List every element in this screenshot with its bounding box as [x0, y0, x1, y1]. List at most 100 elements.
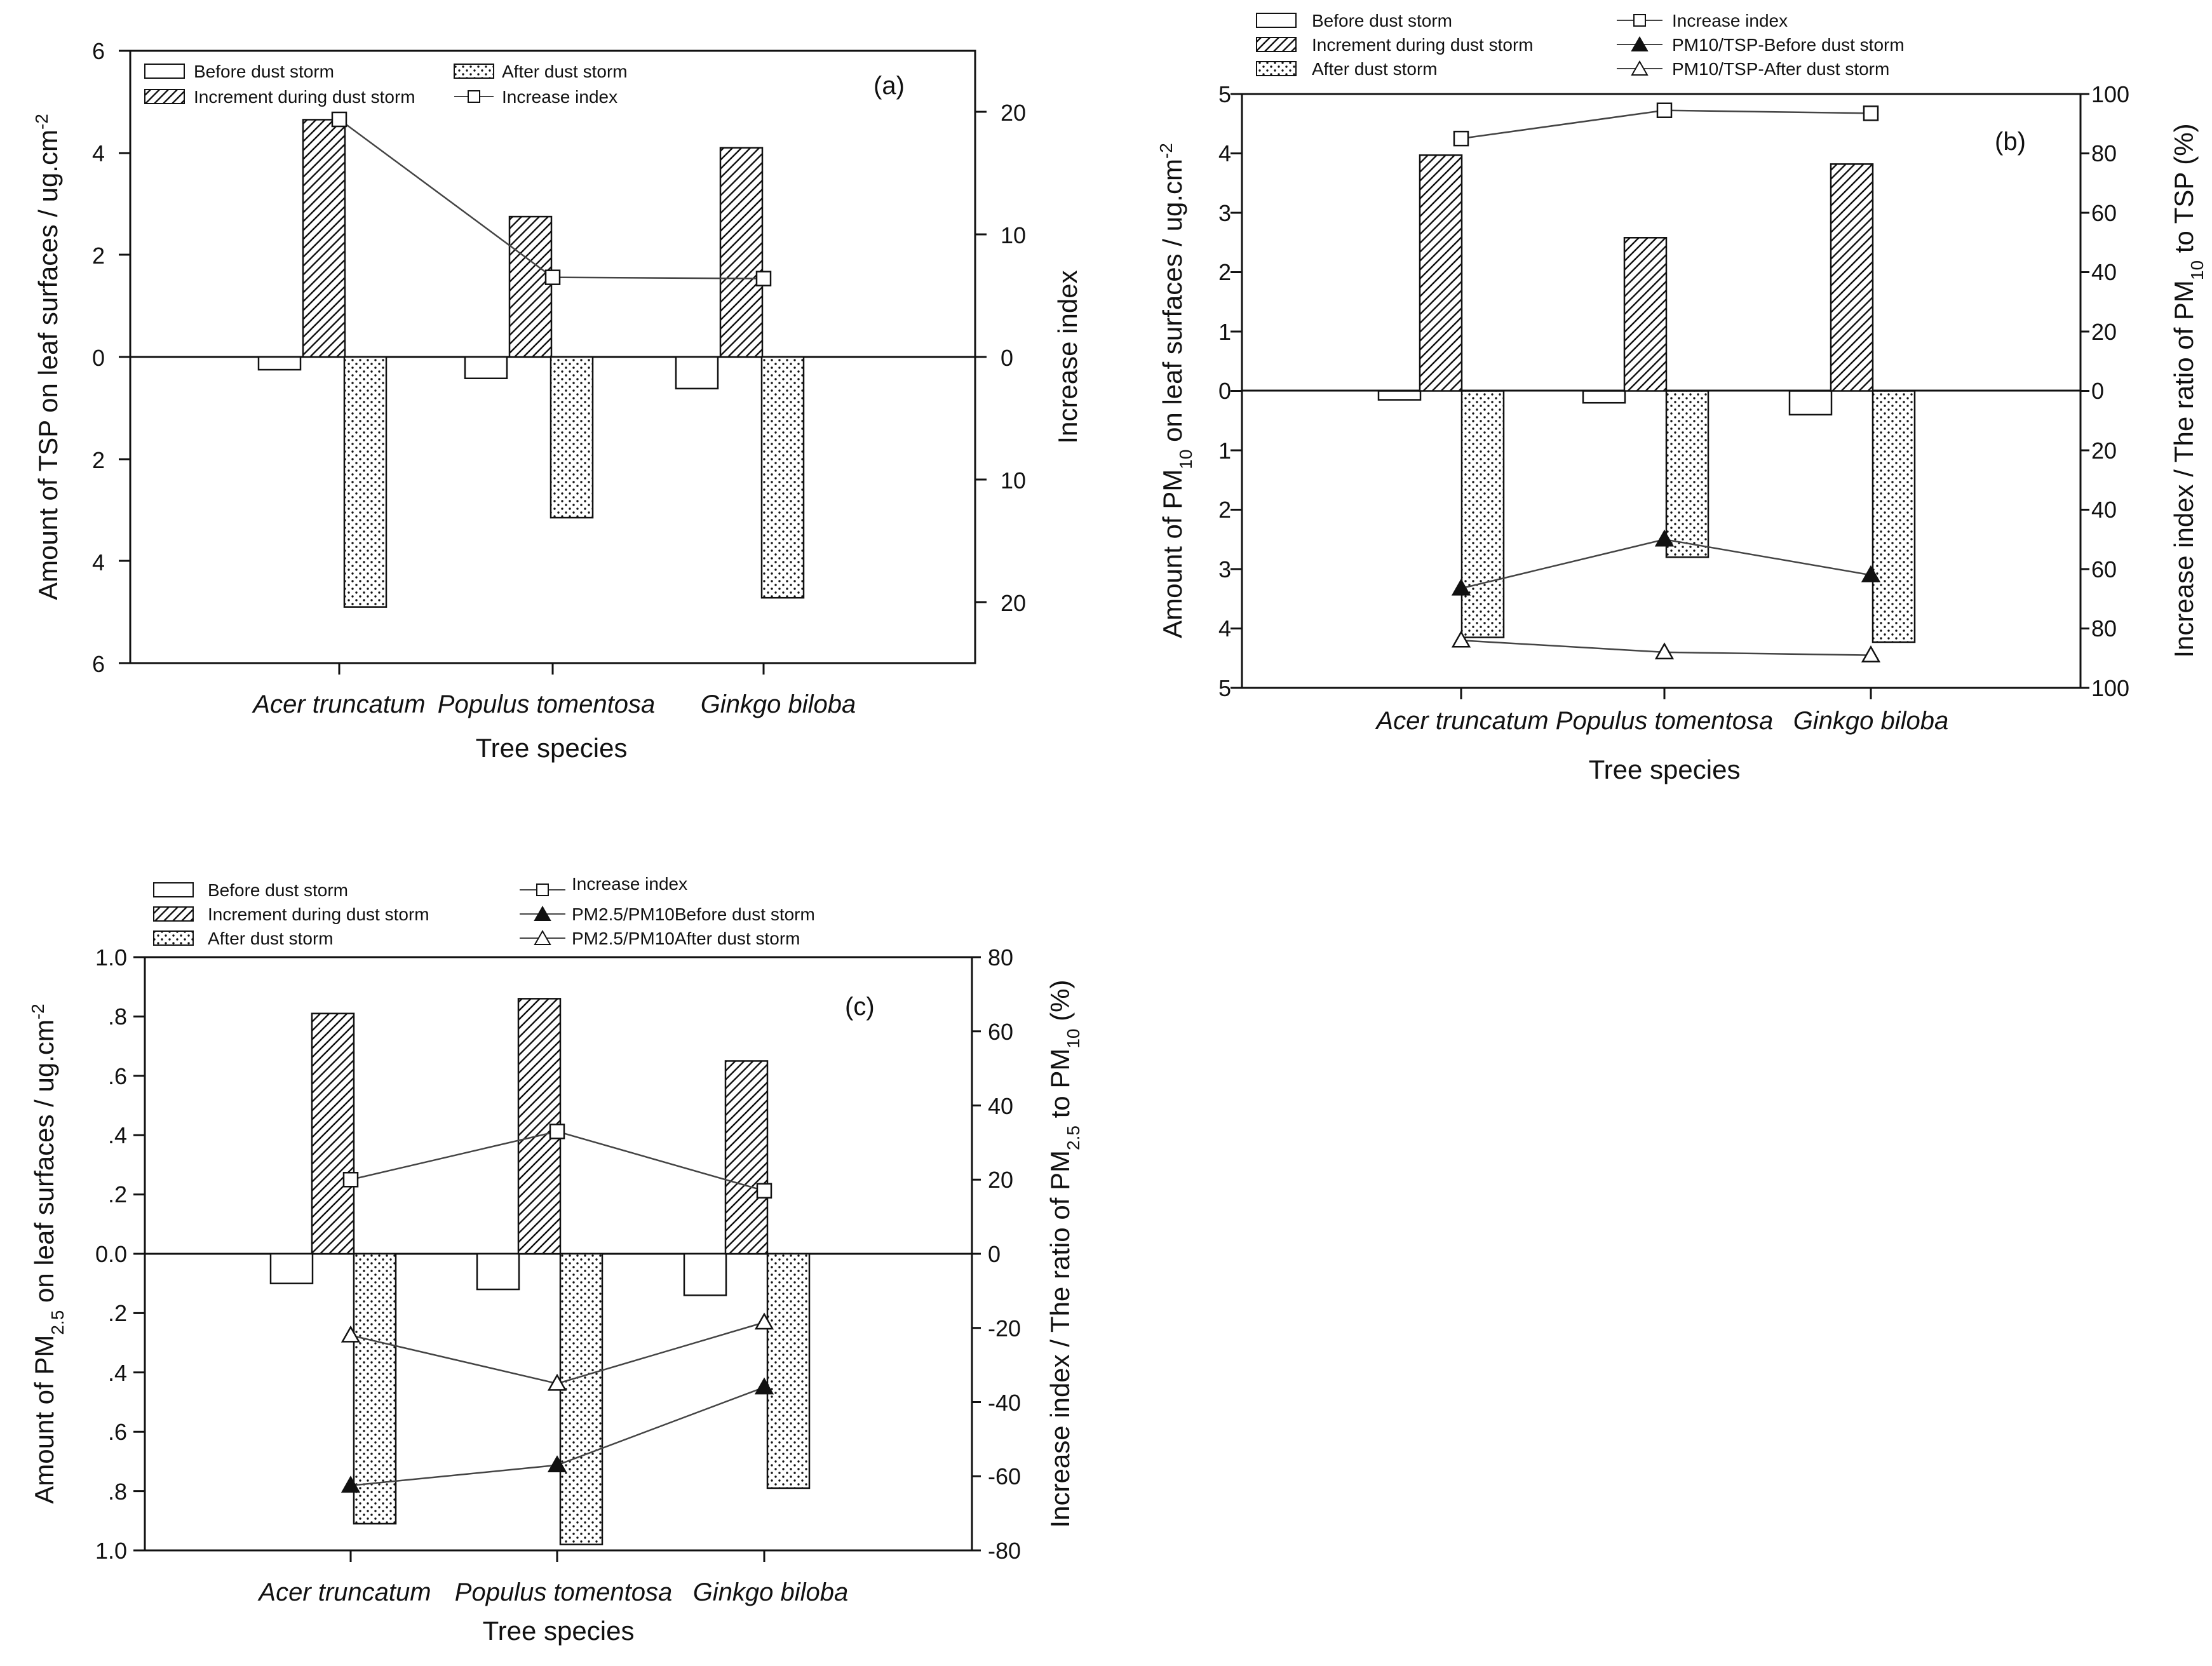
chart-c-y-title-part: Amount of PM: [29, 1335, 59, 1504]
chart-c-y2tick: 20: [988, 1167, 1013, 1193]
chart-c-y2-title-part: to PM: [1045, 1049, 1075, 1125]
chart-b-category-label: Populus tomentosa: [1556, 707, 1773, 735]
chart-c-y2-title: Increase index / The ratio of PM2.5 to P…: [1045, 980, 1083, 1528]
chart-c-y-title: Amount of PM2.5 on leaf surfaces / ug.cm…: [28, 1004, 67, 1504]
legend-swatch-after: [153, 930, 194, 946]
chart-c-ytick: 1.0: [95, 1538, 127, 1564]
chart-c-y2tick: 60: [988, 1019, 1013, 1045]
marker-b-ratio-after-populus: [1654, 642, 1675, 660]
chart-a-category-label: Ginkgo biloba: [701, 690, 856, 718]
legend-label-after: After dust storm: [1312, 59, 1438, 79]
legend-swatch-after: [454, 64, 494, 79]
bar-c-ginkgo-before: [683, 1253, 727, 1296]
chart-c-y2tick: -80: [988, 1538, 1021, 1564]
marker-b-increase-index-populus: [1656, 102, 1673, 118]
chart-c-ytick: .4: [108, 1122, 127, 1148]
chart-c-ytick: 1.0: [95, 944, 127, 971]
marker-c-ratio-before-acer: [341, 1475, 361, 1493]
legend-swatch-increment: [1256, 37, 1297, 52]
chart-c-y-title-part: on leaf surfaces / ug.cm: [29, 1019, 59, 1310]
bar-a-acer-after: [343, 356, 388, 608]
marker-c-increase-index-ginkgo: [756, 1183, 772, 1199]
chart-c-ytick: .4: [108, 1360, 127, 1386]
chart-c-category-label: Populus tomentosa: [455, 1578, 672, 1606]
chart-b-y2tick: 100: [2091, 675, 2129, 701]
chart-b-y2tick: 0: [2091, 378, 2104, 404]
legend-label-before: Before dust storm: [208, 880, 348, 900]
chart-a-ytick: 2: [92, 243, 105, 269]
chart-c-x-ticks: Acer truncatum Populus tomentosa Ginkgo …: [257, 1550, 848, 1606]
chart-c-right-ticks: 80 60 40 20 0 -20 -40 -60 -80: [972, 944, 1021, 1564]
chart-b-y2tick: 80: [2091, 615, 2117, 642]
chart-c-ytick: 0.0: [95, 1241, 127, 1267]
legend-label-increment: Increment during dust storm: [208, 904, 429, 924]
chart-b-y-title-sub: 10: [1176, 450, 1196, 469]
chart-c-bars: [269, 998, 811, 1545]
chart-a-ytick: 2: [92, 447, 105, 473]
chart-b-y2tick: 60: [2091, 556, 2117, 582]
chart-a-y-title: Amount of TSP on leaf surfaces / ug.cm-2: [32, 114, 64, 600]
legend-marker-triangle-open: [1631, 60, 1649, 76]
chart-b-y-title-part: Amount of PM: [1157, 469, 1187, 638]
chart-a-x-title: Tree species: [476, 733, 628, 763]
chart-b-ytick: 2: [1218, 259, 1231, 285]
legend-label-increment: Increment during dust storm: [1312, 35, 1534, 55]
chart-b-legend: Before dust storm Increment during dust …: [1256, 11, 1905, 79]
legend-label-increment: Increment during dust storm: [194, 87, 415, 107]
chart-c-y-title-sup: -2: [28, 1004, 48, 1019]
legend-label-ratio-after: PM2.5/PM10After dust storm: [572, 929, 800, 948]
chart-b-y-title: Amount of PM10 on leaf surfaces / ug.cm-…: [1156, 143, 1196, 638]
chart-a-right-ticks: 20 10 0 10 20: [975, 100, 1026, 616]
legend-label-increase-index: Increase index: [502, 87, 617, 107]
chart-a-y2tick: 0: [1001, 345, 1013, 371]
bar-c-populus-before: [476, 1253, 520, 1291]
chart-c-y2tick: 40: [988, 1093, 1013, 1119]
chart-b-y2tick: 20: [2091, 319, 2117, 345]
chart-c-y2-title-part: (%): [1045, 980, 1075, 1029]
legend-marker-square: [468, 90, 480, 103]
chart-a-ytick: 6: [92, 651, 105, 677]
bar-b-populus-before: [1582, 390, 1626, 404]
legend-label-ratio-before: PM10/TSP-Before dust storm: [1672, 35, 1905, 55]
marker-c-ratio-after-ginkgo: [754, 1312, 774, 1330]
chart-a-y2tick: 10: [1001, 222, 1026, 248]
marker-c-increase-index-acer: [342, 1172, 359, 1188]
chart-c: 1.0 .8 .6 .4 .2 0.0 .2 .4 .6 .8 1.0 80 6…: [28, 874, 1083, 1646]
legend-marker-square: [536, 883, 549, 896]
chart-a-bars: [257, 119, 805, 608]
bar-c-acer-after: [353, 1253, 397, 1525]
chart-c-ytick: .8: [108, 1004, 127, 1030]
chart-a-y2tick: 10: [1001, 467, 1026, 494]
legend-marker-triangle-open: [534, 929, 551, 945]
bar-c-acer-increment: [311, 1012, 355, 1255]
chart-b-y2tick: 40: [2091, 497, 2117, 523]
marker-b-ratio-after-ginkgo: [1861, 645, 1881, 662]
chart-b-x-ticks: Acer truncatum Populus tomentosa Ginkgo …: [1375, 688, 1948, 735]
legend-marker-square: [1633, 14, 1646, 27]
bar-a-ginkgo-increment: [719, 147, 764, 358]
chart-c-ytick: .2: [108, 1300, 127, 1326]
chart-a-panel-label: (a): [873, 72, 905, 100]
chart-c-ytick: .2: [108, 1181, 127, 1207]
chart-b: 5 4 3 2 1 0 1 2 3 4 5 100 80 60 40 20 0 …: [1156, 11, 2207, 784]
chart-b-y2-title-part: to TSP (%): [2169, 123, 2199, 260]
chart-a-y2tick: 20: [1001, 590, 1026, 616]
chart-c-ytick: .6: [108, 1063, 127, 1089]
bar-b-acer-increment: [1419, 154, 1463, 392]
bar-a-populus-increment: [508, 215, 553, 358]
marker-a-increase-index-populus: [544, 269, 561, 285]
chart-a-category-label: Acer truncatum: [252, 690, 425, 718]
chart-b-y2tick: 20: [2091, 438, 2117, 464]
chart-b-bars: [1377, 154, 1916, 643]
chart-b-ytick: 1: [1218, 438, 1231, 464]
chart-c-y2-title-sub: 2.5: [1063, 1125, 1083, 1150]
legend-label-after: After dust storm: [208, 929, 334, 948]
chart-a-y2tick: 20: [1001, 100, 1026, 126]
bar-c-ginkgo-after: [766, 1253, 811, 1489]
chart-b-ytick: 4: [1218, 615, 1231, 642]
bar-a-acer-before: [257, 356, 302, 371]
chart-b-right-ticks: 100 80 60 40 20 0 20 40 60 80 100: [2080, 81, 2129, 701]
marker-c-ratio-before-ginkgo: [754, 1377, 774, 1395]
bar-b-ginkgo-after: [1871, 390, 1916, 643]
